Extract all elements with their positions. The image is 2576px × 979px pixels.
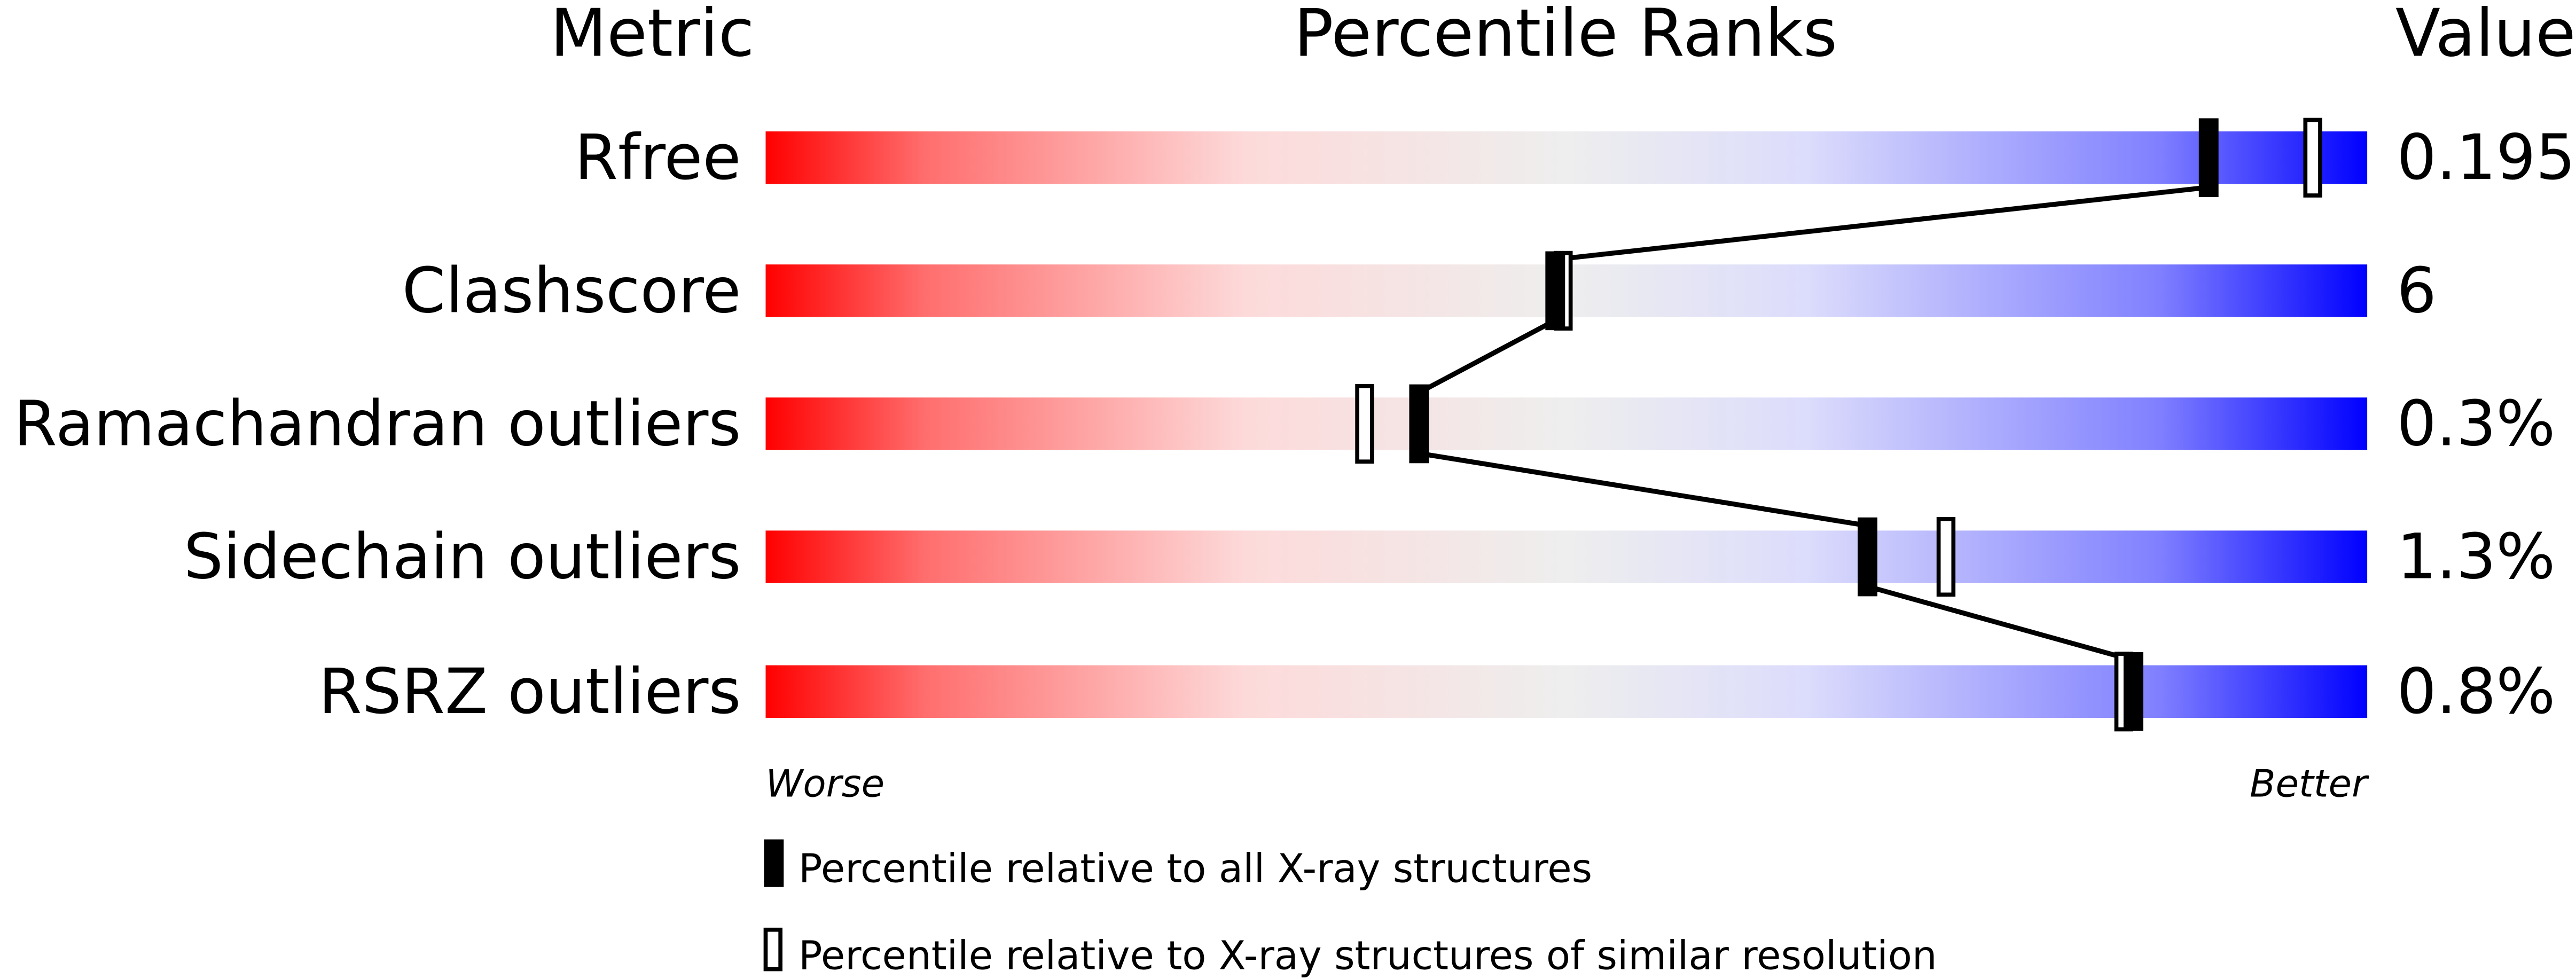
metric-label: RSRZ outliers — [318, 655, 741, 728]
metric-label: Clashscore — [402, 254, 741, 327]
metric-label: Ramachandran outliers — [13, 387, 741, 460]
header-metric: Metric — [550, 0, 754, 72]
metric-label: Sidechain outliers — [184, 521, 741, 593]
percentile-bar — [765, 397, 2368, 450]
connector-line — [1419, 451, 1868, 528]
value-label: 6 — [2397, 254, 2436, 327]
similar-percentile-marker — [1355, 383, 1374, 464]
header-value: Value — [2395, 0, 2576, 72]
worse-label: Worse — [765, 762, 884, 806]
legend-all-label: Percentile relative to all X-ray structu… — [798, 846, 1592, 892]
value-label: 1.3% — [2397, 521, 2555, 593]
percentile-bar — [765, 530, 2368, 583]
similar-percentile-marker — [2303, 118, 2322, 198]
better-label: Better — [2250, 762, 2369, 806]
connector-line — [1867, 584, 2134, 663]
all-percentile-marker — [2123, 652, 2143, 731]
value-label: 0.8% — [2397, 655, 2555, 728]
legend-similar-label: Percentile relative to X-ray structures … — [798, 933, 1937, 979]
header-percentile-ranks: Percentile Ranks — [1294, 0, 1837, 72]
legend-open-marker — [763, 927, 783, 972]
all-percentile-marker — [1858, 517, 1877, 597]
percentile-bar — [765, 131, 2368, 184]
metric-label: Rfree — [575, 121, 741, 194]
legend-filled-marker — [764, 839, 784, 887]
value-label: 0.3% — [2397, 387, 2555, 460]
percentile-bar — [765, 665, 2368, 718]
similar-percentile-marker — [1936, 517, 1956, 597]
connector-line — [1555, 185, 2209, 262]
all-percentile-marker — [1409, 384, 1429, 464]
all-percentile-marker — [1545, 251, 1565, 331]
connector-line — [1418, 318, 1556, 395]
value-label: 0.195 — [2397, 121, 2575, 194]
all-percentile-marker — [2198, 118, 2219, 198]
